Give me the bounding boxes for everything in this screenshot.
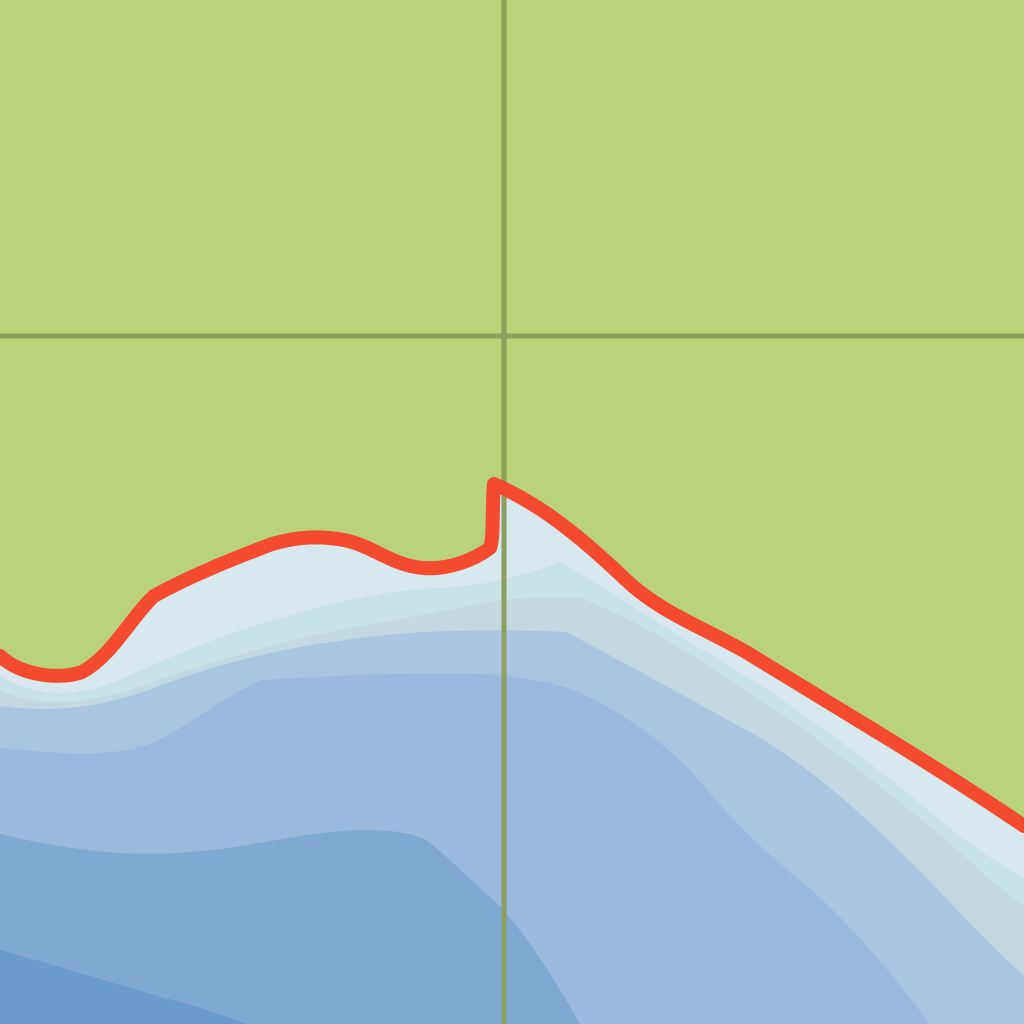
boundary-line[interactable] <box>0 477 1024 833</box>
water-depth-band-6 <box>0 830 580 1024</box>
water-depth-band-7 <box>0 950 246 1024</box>
